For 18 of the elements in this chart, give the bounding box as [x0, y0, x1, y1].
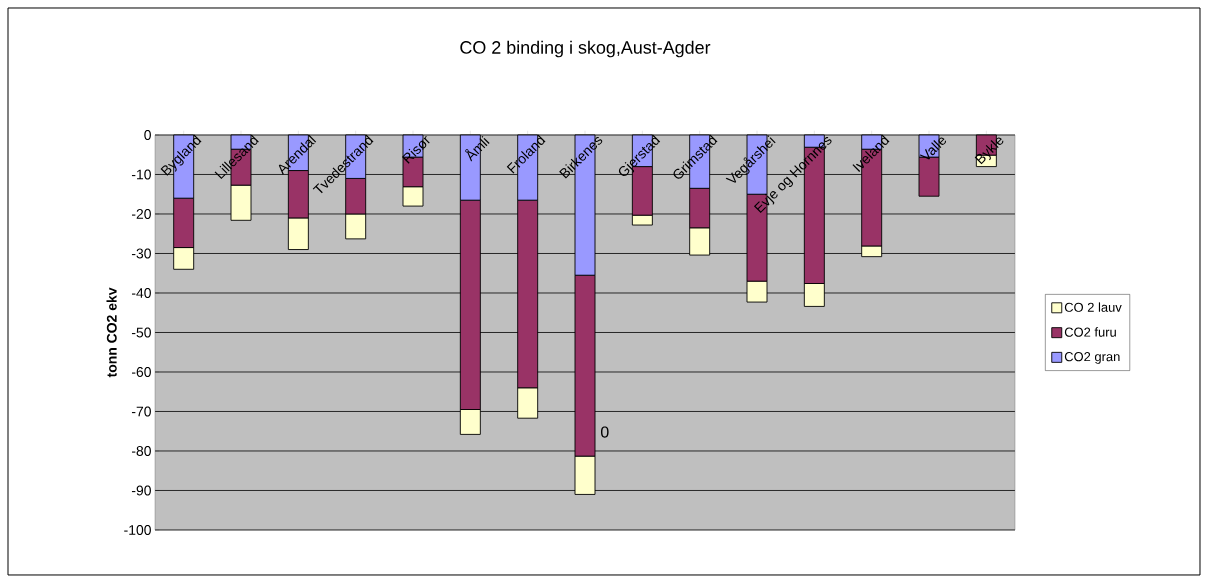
- y-tick-label: -20: [131, 209, 151, 219]
- y-tick-label: -80: [131, 446, 151, 456]
- legend-label: CO2 gran: [1064, 352, 1120, 364]
- y-axis-title: tonn CO2 ekv: [106, 287, 117, 378]
- y-tick-label: -40: [131, 288, 151, 298]
- legend-label: CO 2 lauv: [1064, 302, 1122, 312]
- y-tick-label: -50: [131, 327, 151, 338]
- y-tick-label: -30: [131, 248, 151, 259]
- y-tick-label: -90: [131, 485, 151, 496]
- y-tick-label: -10: [131, 169, 151, 180]
- y-tick-label: -70: [131, 406, 151, 417]
- x-tick-label: Valle: [919, 137, 946, 160]
- y-tick-label: -100: [124, 525, 151, 535]
- y-tick-label: -60: [131, 367, 151, 377]
- y-tick-label: 0: [144, 130, 151, 140]
- annotation: 0: [600, 426, 609, 438]
- chart-title: CO 2 binding i skog,Aust-Agder: [460, 40, 711, 58]
- legend-label: CO2 furu: [1064, 327, 1116, 337]
